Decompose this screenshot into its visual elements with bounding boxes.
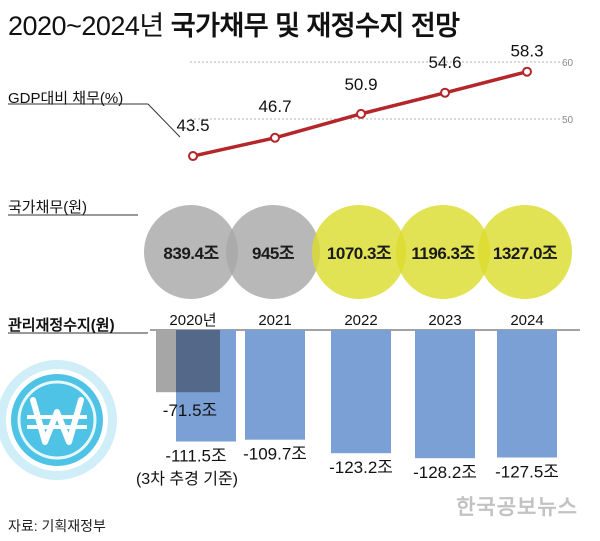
chart-title: 2020~2024년 국가채무 및 재정수지 전망 <box>8 4 460 43</box>
title-main: 국가채무 및 재정수지 전망 <box>170 11 460 41</box>
line-point <box>270 132 280 143</box>
line-value-label: 54.6 <box>428 53 461 72</box>
y-tick-label: 50 <box>562 115 574 126</box>
gdp-label-leader <box>147 103 181 138</box>
bar-value-label: -123.2조 <box>329 458 393 477</box>
debt-bubble-label: 1070.3조 <box>327 244 392 263</box>
debt-bubble <box>226 205 320 299</box>
debt-bubble-label: 1327.0조 <box>493 244 558 263</box>
bar-value-label: -109.7조 <box>243 445 307 464</box>
line-point <box>440 87 450 98</box>
bar-value-label: -111.5조 <box>165 447 226 466</box>
debt-bubble <box>396 205 490 299</box>
line-value-label: 58.3 <box>510 42 543 61</box>
debt-bubble-label: 945조 <box>252 244 295 263</box>
comparison-label: -71.5조 <box>163 401 217 420</box>
debt-bubble <box>478 205 572 299</box>
bar-value-label: -127.5조 <box>495 463 559 482</box>
gdp-ratio-label: GDP대비 채무(%) <box>8 90 124 107</box>
y-tick-label: 60 <box>562 58 574 69</box>
bar-category-label: 2024 <box>510 312 543 329</box>
bar-value-label: -128.2조 <box>413 463 477 482</box>
line-point <box>356 108 366 119</box>
balance-bar <box>415 330 475 459</box>
fiscal-balance-label: 관리재정수지(원) <box>8 317 115 334</box>
debt-bubble <box>312 205 406 299</box>
debt-bubble-label: 839.4조 <box>163 244 219 263</box>
line-value-label: 46.7 <box>258 97 291 116</box>
balance-bar <box>245 330 305 440</box>
bar-category-label: 2022 <box>344 312 377 329</box>
comparison-overlap <box>176 330 220 393</box>
balance-bar <box>497 330 557 458</box>
line-point <box>522 66 532 77</box>
debt-bubble-label: 1196.3조 <box>411 244 475 263</box>
watermark: 한국공보뉴스 <box>456 496 578 519</box>
title-years: 2020~2024년 <box>8 11 164 41</box>
balance-bar <box>331 330 391 454</box>
national-debt-label: 국가채무(원) <box>8 199 87 216</box>
debt-bubble <box>144 205 238 299</box>
line-value-label: 43.5 <box>176 116 209 135</box>
line-value-label: 50.9 <box>344 75 377 94</box>
bar-category-label: 2020년 <box>169 312 216 329</box>
line-point <box>188 151 198 162</box>
note-label: (3차 추경 기준) <box>136 470 238 488</box>
bar-category-label: 2021 <box>258 312 291 329</box>
bar-category-label: 2023 <box>428 312 461 329</box>
coin-inner-ring <box>17 380 97 460</box>
source-note: 자료: 기획재정부 <box>8 518 106 534</box>
